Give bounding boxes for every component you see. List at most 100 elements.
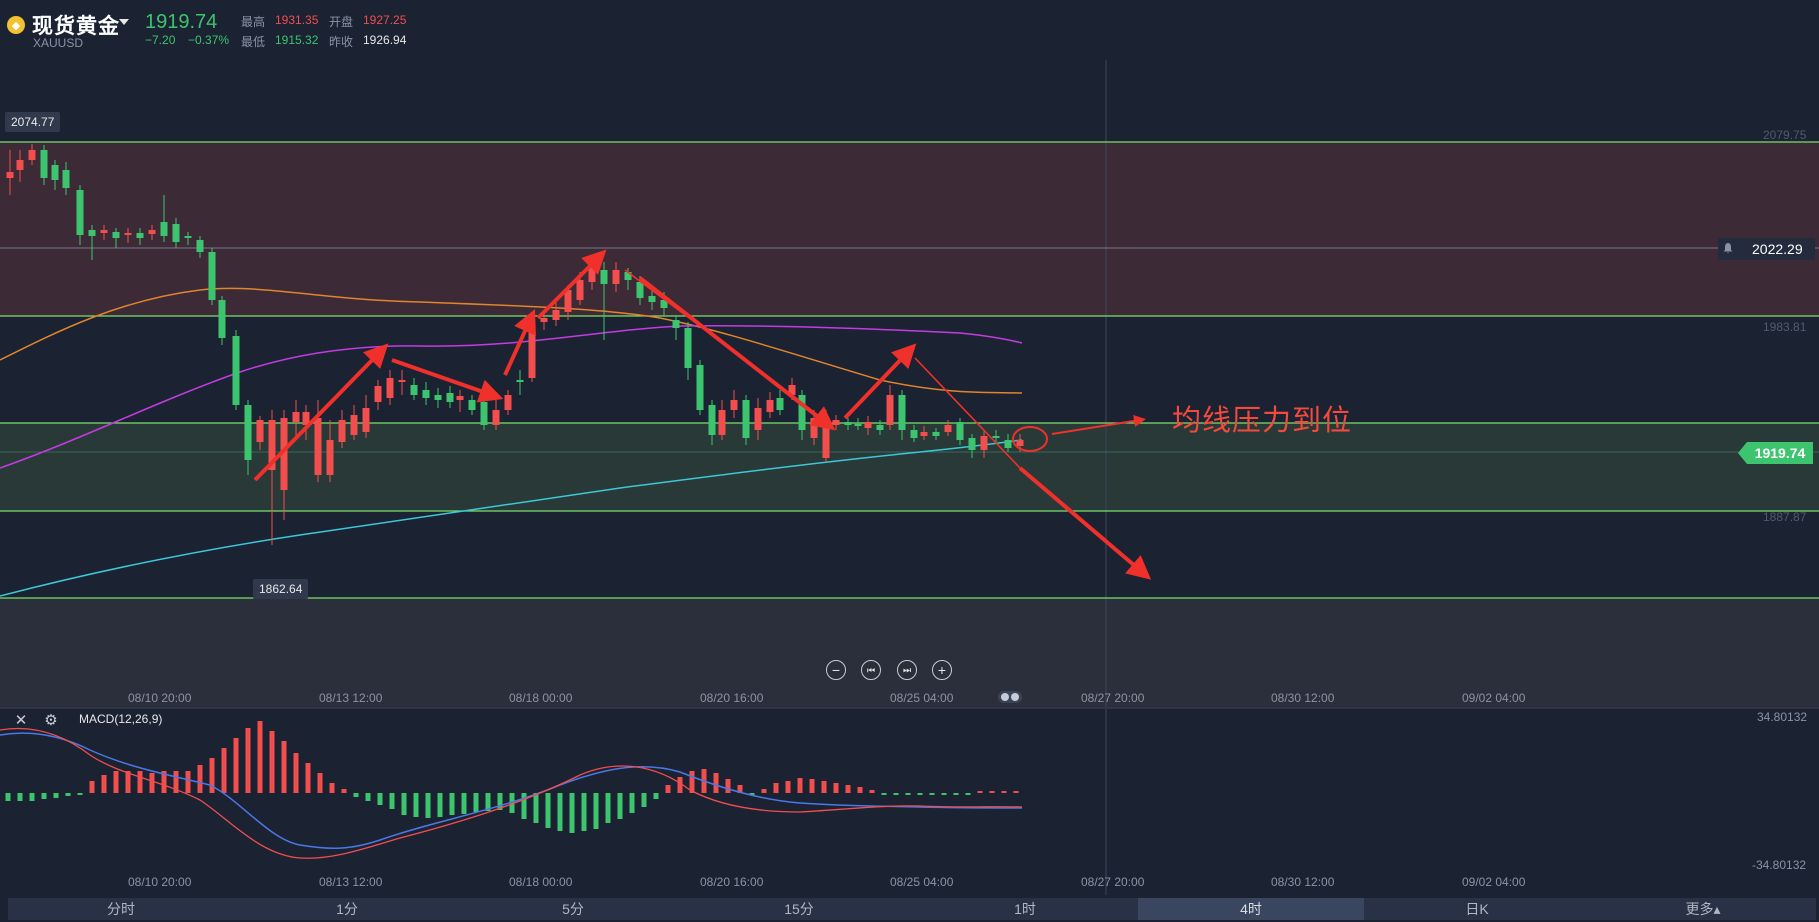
candle-body xyxy=(754,408,762,430)
tab-daily[interactable]: 日K xyxy=(1465,901,1489,917)
tab-4hour[interactable]: 4时 xyxy=(1138,898,1364,920)
open-value: 1927.25 xyxy=(363,13,407,27)
macd-bar xyxy=(521,793,527,819)
candle-body xyxy=(292,412,300,422)
price-chart[interactable] xyxy=(0,0,1819,898)
macd-bar xyxy=(725,779,731,793)
candle-body xyxy=(980,436,988,450)
candle-body xyxy=(876,425,884,430)
tab-timeshare[interactable]: 分时 xyxy=(107,901,135,917)
macd-bar xyxy=(293,753,299,793)
candle-body xyxy=(446,393,454,402)
macd-bar xyxy=(893,793,899,795)
macd-time-label: 08/27 20:00 xyxy=(1081,875,1145,889)
macd-dea-line xyxy=(0,727,1023,859)
time-axis-label: 08/27 20:00 xyxy=(1081,691,1145,705)
macd-dif-line xyxy=(0,732,1023,850)
settings-icon[interactable]: ⚙ xyxy=(44,712,58,729)
macd-bar xyxy=(77,793,83,795)
macd-bar xyxy=(5,793,11,801)
support-zone xyxy=(0,423,1819,511)
candle-body xyxy=(326,440,334,475)
candle-body xyxy=(968,438,976,450)
candle-body xyxy=(730,400,738,410)
close-icon[interactable]: ✕ xyxy=(14,712,28,729)
trend-line xyxy=(624,269,701,327)
tab-15min[interactable]: 15分 xyxy=(784,901,814,917)
candle-body xyxy=(62,170,70,188)
macd-bar xyxy=(809,779,815,793)
bell-icon[interactable] xyxy=(1722,242,1734,254)
macd-top-value: 34.80132 xyxy=(1757,710,1808,724)
macd-time-label: 08/30 12:00 xyxy=(1271,875,1335,889)
candlestick-series[interactable] xyxy=(6,144,1024,545)
zoom-in-icon[interactable]: + xyxy=(932,660,952,680)
candle-body xyxy=(776,398,784,410)
candle-body xyxy=(28,150,36,160)
tab-more[interactable]: 更多▴ xyxy=(1685,901,1721,917)
macd-bar xyxy=(137,771,143,793)
candle-body xyxy=(910,430,918,438)
macd-bar xyxy=(917,793,923,795)
candle-body xyxy=(708,405,716,435)
macd-bar xyxy=(629,793,635,813)
annotation-text: 均线压力到位 xyxy=(1172,405,1353,437)
candle-body xyxy=(696,365,704,410)
low-value: 1915.32 xyxy=(275,33,319,47)
macd-bar xyxy=(641,793,647,807)
price-alert[interactable]: 2022.29 xyxy=(1718,238,1815,260)
time-axis-label: 08/10 20:00 xyxy=(128,691,192,705)
scroll-indicator[interactable] xyxy=(998,691,1022,703)
candle-body xyxy=(362,408,370,432)
candle-body xyxy=(886,395,894,425)
candle-body xyxy=(564,290,572,312)
tab-1hour[interactable]: 1时 xyxy=(1014,901,1036,917)
candle-body xyxy=(398,380,406,382)
time-axis-label: 08/30 12:00 xyxy=(1271,691,1335,705)
macd-bar xyxy=(761,789,767,793)
candle-body xyxy=(944,425,952,432)
candle-body xyxy=(100,230,108,233)
macd-bar xyxy=(173,771,179,793)
time-axis-label: 08/20 16:00 xyxy=(700,691,764,705)
candle-body xyxy=(810,418,818,438)
current-price-tag: 1919.74 xyxy=(1738,442,1813,464)
macd-bar xyxy=(317,773,323,793)
zoom-out-icon[interactable]: − xyxy=(826,660,846,680)
macd-bar xyxy=(473,793,479,812)
candle-body xyxy=(434,395,442,400)
candle-body xyxy=(244,405,252,460)
highlight-circle xyxy=(1012,426,1048,452)
symbol-name[interactable]: 现货黄金 xyxy=(32,15,120,38)
macd-bar xyxy=(557,793,563,831)
scroll-end-icon[interactable]: ⏭ xyxy=(897,660,917,680)
candle-body xyxy=(992,436,1000,438)
lower-zone xyxy=(0,598,1819,708)
candle-body xyxy=(660,300,668,308)
candle-body xyxy=(552,310,560,320)
tab-5min[interactable]: 5分 xyxy=(562,901,584,917)
candle-body xyxy=(898,395,906,430)
macd-bar xyxy=(845,785,851,793)
symbol-dropdown-icon[interactable] xyxy=(119,19,129,25)
macd-bar xyxy=(821,781,827,793)
low-price-tag: 1862.64 xyxy=(253,579,309,599)
macd-bar xyxy=(41,793,47,799)
candle-body xyxy=(314,418,322,475)
macd-time-label: 08/18 00:00 xyxy=(509,875,573,889)
price-change: −7.20 xyxy=(145,33,176,47)
price-axis-label: 1983.81 xyxy=(1763,320,1807,334)
price-axis-label: 1887.87 xyxy=(1763,510,1807,524)
macd-bar xyxy=(245,728,251,793)
macd-bar xyxy=(389,793,395,809)
candle-body xyxy=(742,400,750,438)
trend-line xyxy=(914,357,1021,469)
tab-1min[interactable]: 1分 xyxy=(336,901,358,917)
macd-bar xyxy=(53,793,59,798)
macd-time-label: 09/02 04:00 xyxy=(1462,875,1526,889)
scroll-start-icon[interactable]: ⏮ xyxy=(861,660,881,680)
candle-body xyxy=(766,400,774,412)
candle-body xyxy=(956,422,964,440)
macd-bar xyxy=(125,771,131,793)
